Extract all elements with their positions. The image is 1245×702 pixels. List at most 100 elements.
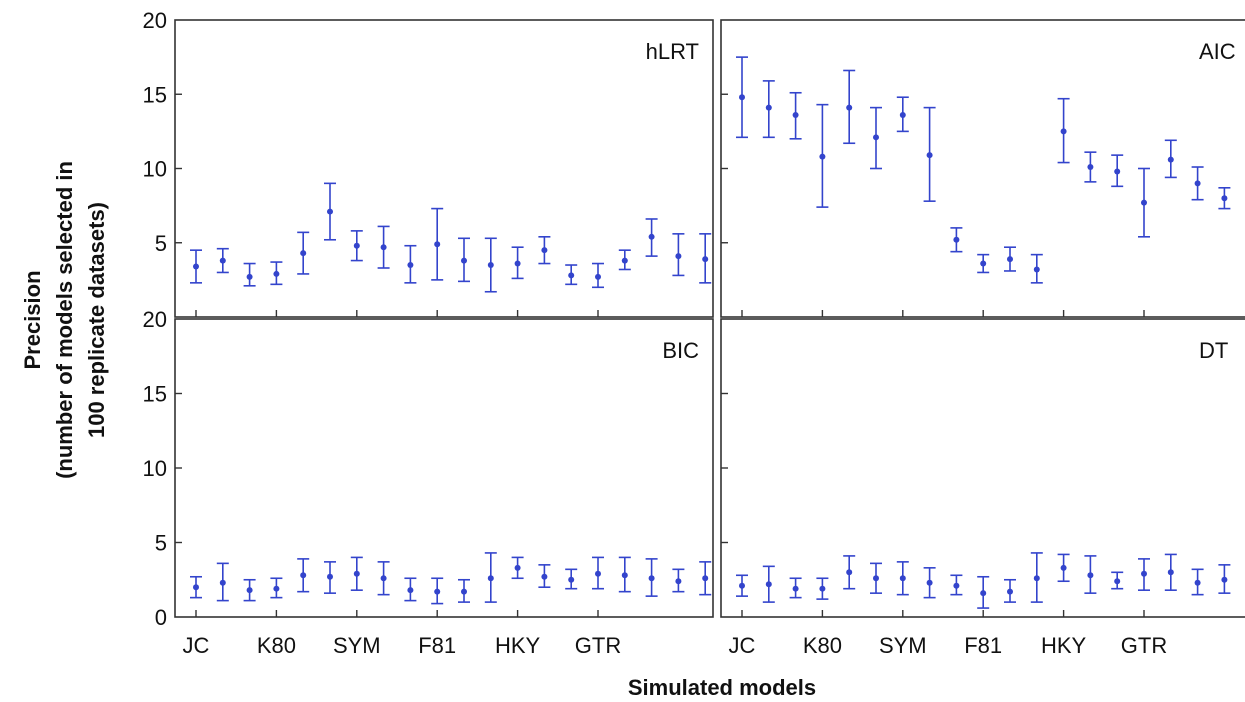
- data-point: [1033, 575, 1040, 582]
- x-tick-label: K80: [803, 633, 842, 658]
- data-point: [765, 581, 772, 588]
- x-tick-label: F81: [964, 633, 1002, 658]
- y-tick-label: 10: [143, 456, 167, 481]
- panel-frame: [174, 19, 714, 318]
- data-point: [595, 273, 601, 280]
- data-point: [219, 579, 226, 586]
- data-point: [461, 257, 467, 264]
- data-point: [926, 152, 933, 159]
- data-point: [873, 575, 879, 582]
- data-point: [434, 588, 441, 595]
- data-point: [487, 262, 494, 269]
- x-tick-label: GTR: [575, 633, 621, 658]
- data-point: [300, 572, 307, 579]
- panel-bic: 0 5 10 15 20 JC K80 SYM F81 HKY GTR BIC: [143, 307, 714, 658]
- panel-title: AIC: [1199, 39, 1236, 64]
- x-tick-label: HKY: [495, 633, 541, 658]
- y-tick-label: 0: [155, 605, 167, 630]
- data-point: [219, 257, 226, 264]
- series-points: [190, 182, 712, 293]
- data-point: [980, 590, 987, 597]
- data-point: [461, 588, 467, 595]
- data-point: [514, 564, 521, 571]
- panel-dt: JC K80 SYM F81 HKY GTR DT: [720, 318, 1245, 658]
- panel-frame: [174, 318, 714, 618]
- data-point: [300, 250, 307, 257]
- y-tick-label: 10: [143, 157, 167, 182]
- y-axis-label: Precision (number of models selected in …: [20, 161, 109, 479]
- panel-title: hLRT: [646, 39, 699, 64]
- data-point: [541, 573, 548, 580]
- x-tick-label: SYM: [333, 633, 381, 658]
- data-point: [1114, 168, 1121, 175]
- data-point: [819, 585, 826, 592]
- data-point: [568, 576, 575, 583]
- data-point: [1194, 180, 1201, 187]
- data-point: [514, 260, 521, 267]
- data-point: [273, 270, 280, 277]
- panel-title: BIC: [662, 338, 699, 363]
- data-point: [621, 257, 628, 264]
- y-tick-label: 5: [155, 531, 167, 556]
- data-point: [648, 575, 655, 582]
- data-point: [1141, 199, 1147, 206]
- data-point: [846, 104, 853, 111]
- data-point: [327, 573, 333, 580]
- data-point: [541, 247, 548, 254]
- data-point: [899, 575, 906, 582]
- y-tick-label: 15: [143, 82, 167, 107]
- data-point: [953, 236, 960, 243]
- data-point: [621, 572, 628, 579]
- data-point: [819, 153, 826, 160]
- data-point: [1114, 578, 1121, 585]
- data-point: [792, 112, 799, 119]
- data-point: [675, 578, 682, 585]
- data-point: [899, 112, 906, 119]
- y-axis-label-line-1: Precision: [20, 270, 45, 369]
- data-point: [327, 208, 333, 215]
- data-point: [1221, 576, 1228, 583]
- data-point: [1087, 164, 1094, 171]
- data-point: [193, 263, 199, 270]
- data-point: [568, 272, 575, 279]
- data-point: [407, 587, 414, 594]
- data-point: [675, 253, 682, 260]
- x-tick-label: F81: [418, 633, 456, 658]
- panel-title: DT: [1199, 338, 1228, 363]
- data-point: [1060, 564, 1067, 571]
- data-point: [1087, 572, 1094, 579]
- data-point: [846, 569, 853, 576]
- data-point: [1221, 195, 1228, 202]
- panel-hlrt: 5 10 15 20 hLRT: [143, 8, 714, 318]
- data-point: [1033, 266, 1040, 273]
- data-point: [739, 94, 745, 101]
- x-tick-label: HKY: [1041, 633, 1087, 658]
- data-point: [273, 585, 280, 592]
- y-axis-label-line-2: (number of models selected in: [52, 161, 77, 479]
- data-point: [1141, 570, 1147, 577]
- y-tick-label: 20: [143, 8, 167, 33]
- data-point: [953, 582, 960, 589]
- data-point: [380, 575, 387, 582]
- data-point: [246, 273, 253, 280]
- x-tick-label: JC: [729, 633, 756, 658]
- data-point: [648, 233, 655, 240]
- data-point: [353, 242, 360, 249]
- data-point: [1007, 588, 1013, 595]
- data-point: [702, 575, 709, 582]
- x-tick-label: SYM: [879, 633, 927, 658]
- data-point: [765, 104, 772, 111]
- y-tick-label: 15: [143, 382, 167, 407]
- data-point: [739, 582, 745, 589]
- y-tick-label: 20: [143, 307, 167, 332]
- data-point: [407, 262, 414, 269]
- data-point: [487, 575, 494, 582]
- data-point: [1167, 569, 1174, 576]
- data-point: [246, 587, 253, 594]
- series-points: [190, 552, 712, 605]
- data-point: [434, 241, 441, 248]
- x-tick-label: K80: [257, 633, 296, 658]
- x-tick-label: GTR: [1121, 633, 1167, 658]
- data-point: [873, 134, 879, 141]
